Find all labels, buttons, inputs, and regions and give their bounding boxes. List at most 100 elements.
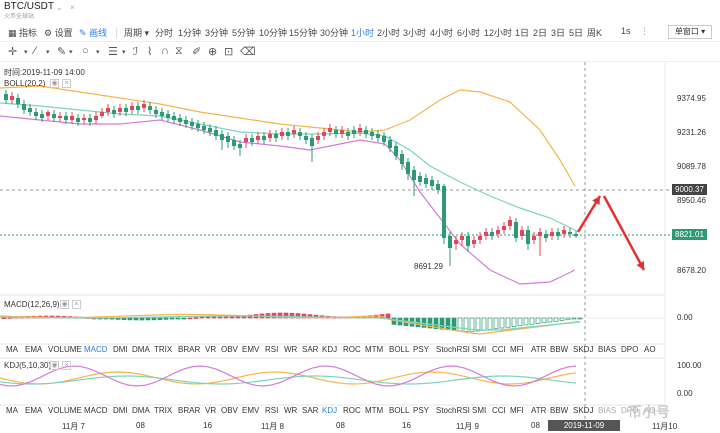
indicator-tab[interactable]: PSY	[413, 345, 430, 354]
period-dropdown[interactable]: 周期 ▾	[124, 26, 149, 39]
indicator-tab[interactable]: RSI	[265, 406, 279, 415]
indicator-tab[interactable]: MFI	[510, 345, 524, 354]
chart-area[interactable]	[0, 62, 720, 433]
indicator-tab[interactable]: ATR	[531, 345, 547, 354]
indicator-tab[interactable]: SAR	[302, 345, 319, 354]
indicator-tab[interactable]: WR	[284, 345, 298, 354]
interval-1s[interactable]: 1s	[621, 26, 631, 36]
lock-icon[interactable]: ⊡	[224, 46, 234, 58]
close-icon[interactable]: ×	[62, 79, 71, 88]
close-icon[interactable]: ×	[62, 361, 71, 370]
crosshair-icon[interactable]: ✛	[8, 46, 18, 58]
indicator-tab[interactable]: SAR	[302, 406, 319, 415]
indicator-tab[interactable]: DMI	[113, 345, 128, 354]
period-option[interactable]: 2小时	[377, 28, 401, 38]
chart-canvas[interactable]	[0, 62, 720, 433]
indicator-tab[interactable]: DMA	[132, 406, 150, 415]
indicator-tab[interactable]: DMA	[132, 345, 150, 354]
indicator-button[interactable]: ▦ 指标	[8, 26, 37, 39]
period-option[interactable]: 分时	[155, 28, 174, 38]
indicator-tab[interactable]: ROC	[343, 406, 361, 415]
indicator-tab[interactable]: BRAR	[178, 345, 201, 354]
period-option[interactable]: 周K	[587, 28, 603, 38]
ellipsis-icon[interactable]: ⋮	[640, 26, 649, 36]
indicator-tab[interactable]: RSI	[265, 345, 279, 354]
indicator-tab[interactable]: StochRSI	[436, 406, 470, 415]
period-option[interactable]: 12小时	[484, 28, 513, 38]
period-option[interactable]: 2日	[533, 28, 548, 38]
measure-icon[interactable]: ⌇	[147, 46, 153, 58]
period-option[interactable]: 5日	[569, 28, 584, 38]
indicator-tab[interactable]: MFI	[510, 406, 524, 415]
line-tool-icon[interactable]: ⁄	[34, 45, 36, 57]
indicator-tab[interactable]: StochRSI	[436, 345, 470, 354]
indicator-tab[interactable]: BOLL	[389, 406, 410, 415]
indicator-tab[interactable]: AO	[644, 345, 656, 354]
indicator-tab[interactable]: TRIX	[154, 406, 173, 415]
indicator-tab[interactable]: TRIX	[154, 345, 173, 354]
indicator-tab[interactable]: CCI	[492, 345, 506, 354]
indicator-tab[interactable]: KDJ	[322, 406, 338, 415]
chevron-down-icon[interactable]: ▾	[46, 49, 50, 56]
indicator-tab[interactable]: OBV	[221, 345, 238, 354]
brush-icon[interactable]: ✐	[192, 46, 202, 58]
indicator-tab[interactable]: SKDJ	[573, 406, 594, 415]
indicator-tab[interactable]: MA	[6, 345, 18, 354]
indicator-tab[interactable]: BOLL	[389, 345, 410, 354]
draw-button[interactable]: ✎ 画线	[79, 26, 107, 39]
indicator-tab[interactable]: VOLUME	[48, 406, 82, 415]
period-option[interactable]: 1小时	[351, 28, 375, 38]
indicator-tab[interactable]: EMA	[25, 345, 43, 354]
period-option[interactable]: 5分钟	[232, 28, 256, 38]
chevron-down-icon[interactable]: ▾	[122, 49, 126, 56]
pattern-icon[interactable]: ⧖	[175, 45, 183, 57]
chevron-down-icon[interactable]: ⌄	[56, 3, 63, 12]
indicator-tab[interactable]: EMV	[242, 406, 260, 415]
eye-icon[interactable]: ◉	[50, 79, 59, 88]
indicator-tab[interactable]: DPO	[621, 406, 639, 415]
fib-tool-icon[interactable]: ☰	[108, 46, 118, 58]
indicator-tab[interactable]: MACD	[84, 345, 108, 354]
close-icon[interactable]: ×	[70, 3, 75, 12]
chevron-down-icon[interactable]: ▾	[96, 49, 100, 56]
period-option[interactable]: 3小时	[403, 28, 427, 38]
indicator-tab[interactable]: BIAS	[598, 345, 617, 354]
indicator-tab[interactable]: OBV	[221, 406, 238, 415]
indicator-tab[interactable]: MTM	[365, 406, 384, 415]
indicator-tab[interactable]: ATR	[531, 406, 547, 415]
indicator-tab[interactable]: VR	[205, 406, 217, 415]
chevron-down-icon[interactable]: ▾	[24, 49, 28, 56]
indicator-tab[interactable]: MA	[6, 406, 18, 415]
indicator-tab[interactable]: MACD	[84, 406, 108, 415]
period-option[interactable]: 3日	[551, 28, 566, 38]
indicator-tab[interactable]: MTM	[365, 345, 384, 354]
close-icon[interactable]: ×	[72, 300, 81, 309]
period-option[interactable]: 4小时	[430, 28, 454, 38]
zoom-icon[interactable]: ⊕	[208, 46, 218, 58]
indicator-tab[interactable]: BRAR	[178, 406, 201, 415]
pair-title[interactable]: BTC/USDT	[4, 1, 54, 12]
indicator-tab[interactable]: ROC	[343, 345, 361, 354]
trash-icon[interactable]: ⌫	[240, 46, 256, 58]
indicator-tab[interactable]: BBW	[550, 406, 569, 415]
indicator-tab[interactable]: EMV	[242, 345, 260, 354]
pen-tool-icon[interactable]: ✎	[57, 46, 67, 58]
window-mode-select[interactable]: 单窗口 ▾	[668, 25, 712, 39]
indicator-tab[interactable]: BBW	[550, 345, 569, 354]
period-option[interactable]: 1分钟	[178, 28, 202, 38]
eye-icon[interactable]: ◉	[50, 361, 59, 370]
text-tool-icon[interactable]: ℐ	[133, 46, 139, 58]
indicator-tab[interactable]: VOLUME	[48, 345, 82, 354]
period-option[interactable]: 3分钟	[205, 28, 229, 38]
indicator-tab[interactable]: EMA	[25, 406, 43, 415]
indicator-tab[interactable]: PSY	[413, 406, 430, 415]
circle-tool-icon[interactable]: ○	[82, 45, 89, 57]
indicator-tab[interactable]: DMI	[113, 406, 128, 415]
indicator-tab[interactable]: AO	[644, 406, 656, 415]
magnet-icon[interactable]: ∩	[161, 45, 169, 57]
chevron-down-icon[interactable]: ▾	[69, 49, 73, 56]
indicator-tab[interactable]: DPO	[621, 345, 639, 354]
settings-button[interactable]: ⚙ 设置	[44, 26, 73, 39]
indicator-tab[interactable]: BIAS	[598, 406, 617, 415]
indicator-tab[interactable]: KDJ	[322, 345, 338, 354]
